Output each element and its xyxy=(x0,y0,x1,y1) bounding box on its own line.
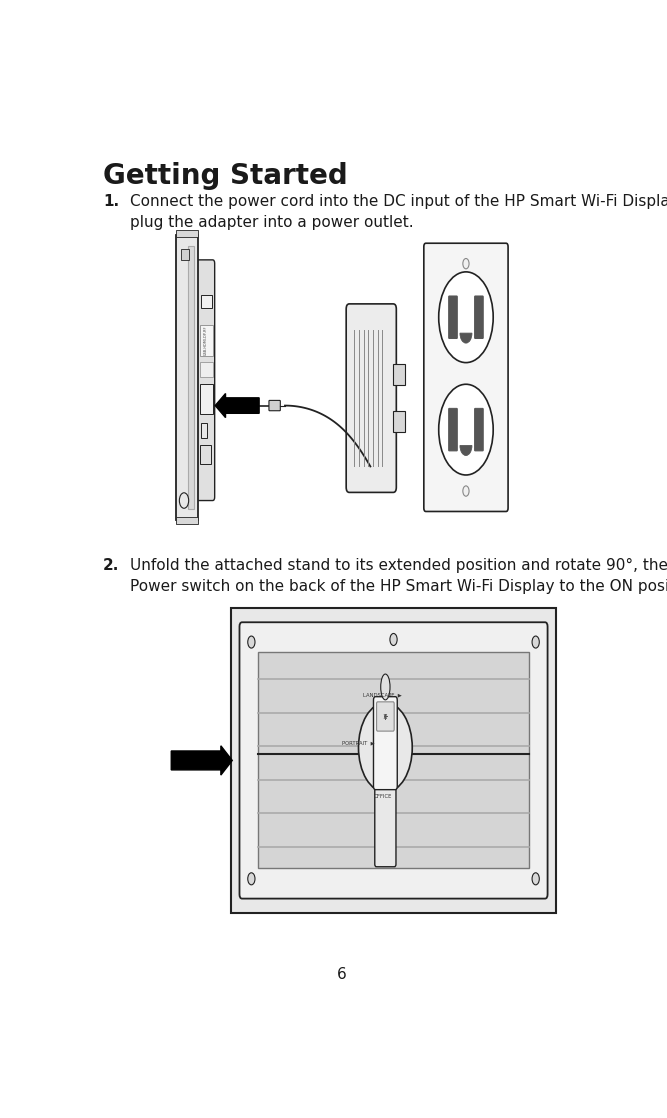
Bar xyxy=(231,608,556,913)
Text: USB-HDMI-DP-RF: USB-HDMI-DP-RF xyxy=(204,325,208,356)
FancyArrow shape xyxy=(171,746,232,775)
Circle shape xyxy=(247,636,255,648)
Bar xyxy=(176,235,198,520)
Bar xyxy=(200,445,211,464)
Circle shape xyxy=(463,486,469,496)
Circle shape xyxy=(439,385,493,475)
FancyArrow shape xyxy=(215,394,259,418)
Bar xyxy=(201,295,212,309)
Bar xyxy=(257,653,530,869)
Text: 6: 6 xyxy=(337,967,347,982)
Bar xyxy=(200,325,213,356)
FancyBboxPatch shape xyxy=(346,304,396,492)
Wedge shape xyxy=(460,333,472,343)
Bar xyxy=(201,423,207,438)
Bar xyxy=(176,230,198,237)
FancyBboxPatch shape xyxy=(424,244,508,511)
FancyBboxPatch shape xyxy=(239,623,548,899)
Circle shape xyxy=(358,703,412,793)
Text: Getting Started: Getting Started xyxy=(103,162,348,190)
Ellipse shape xyxy=(381,674,390,700)
Bar xyxy=(200,362,213,378)
Circle shape xyxy=(247,873,255,884)
FancyBboxPatch shape xyxy=(475,408,484,451)
Circle shape xyxy=(532,636,540,648)
Bar xyxy=(394,363,405,386)
FancyBboxPatch shape xyxy=(375,788,396,866)
Text: PORTRAIT  ▶: PORTRAIT ▶ xyxy=(342,740,375,746)
FancyBboxPatch shape xyxy=(269,400,280,410)
Bar xyxy=(188,246,194,509)
Text: Connect the power cord into the DC input of the HP Smart Wi-Fi Display and
plug : Connect the power cord into the DC input… xyxy=(130,195,667,230)
FancyBboxPatch shape xyxy=(374,697,398,789)
Bar xyxy=(200,383,213,414)
FancyBboxPatch shape xyxy=(377,702,394,731)
Circle shape xyxy=(463,258,469,268)
FancyBboxPatch shape xyxy=(475,296,484,339)
Text: 2.: 2. xyxy=(103,558,119,572)
Circle shape xyxy=(439,272,493,362)
Bar xyxy=(181,249,189,260)
FancyBboxPatch shape xyxy=(449,296,458,339)
Text: LANDSCAPE  ▶: LANDSCAPE ▶ xyxy=(364,692,402,698)
Bar xyxy=(176,518,198,524)
Bar xyxy=(394,411,405,433)
Text: 1.: 1. xyxy=(103,195,119,209)
Text: OFFICE: OFFICE xyxy=(374,795,392,799)
Text: Unfold the attached stand to its extended position and rotate 90°, then slide th: Unfold the attached stand to its extende… xyxy=(130,558,667,594)
FancyBboxPatch shape xyxy=(196,259,215,501)
Circle shape xyxy=(532,873,540,884)
Circle shape xyxy=(390,634,397,645)
Circle shape xyxy=(179,493,189,509)
Wedge shape xyxy=(460,445,472,455)
FancyBboxPatch shape xyxy=(449,408,458,451)
